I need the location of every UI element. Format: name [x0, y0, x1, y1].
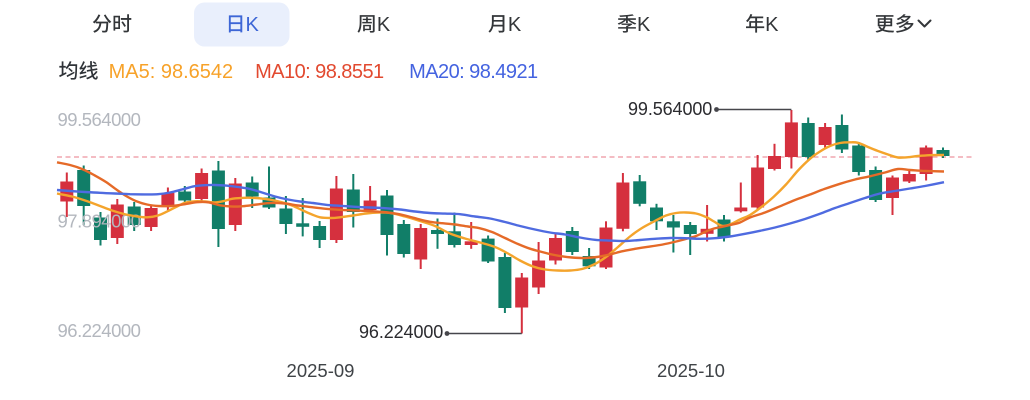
svg-text:K: K [508, 14, 522, 36]
svg-text:K: K [246, 14, 260, 36]
svg-text:K: K [637, 14, 651, 36]
svg-text:99.564000: 99.564000 [628, 99, 712, 119]
svg-text:97.894000: 97.894000 [58, 211, 141, 232]
svg-text:MA20: 98.4921: MA20: 98.4921 [409, 61, 538, 83]
svg-text:MA5: 98.6542: MA5: 98.6542 [109, 61, 234, 83]
svg-text:96.224000: 96.224000 [58, 320, 141, 341]
svg-text:2025-10: 2025-10 [657, 360, 725, 381]
svg-text:99.564000: 99.564000 [58, 109, 141, 130]
svg-text:K: K [765, 14, 779, 36]
svg-text:MA10: 98.8551: MA10: 98.8551 [255, 61, 384, 83]
svg-text:2025-09: 2025-09 [287, 360, 355, 381]
svg-text:96.224000: 96.224000 [359, 322, 443, 342]
svg-text:K: K [377, 14, 391, 36]
